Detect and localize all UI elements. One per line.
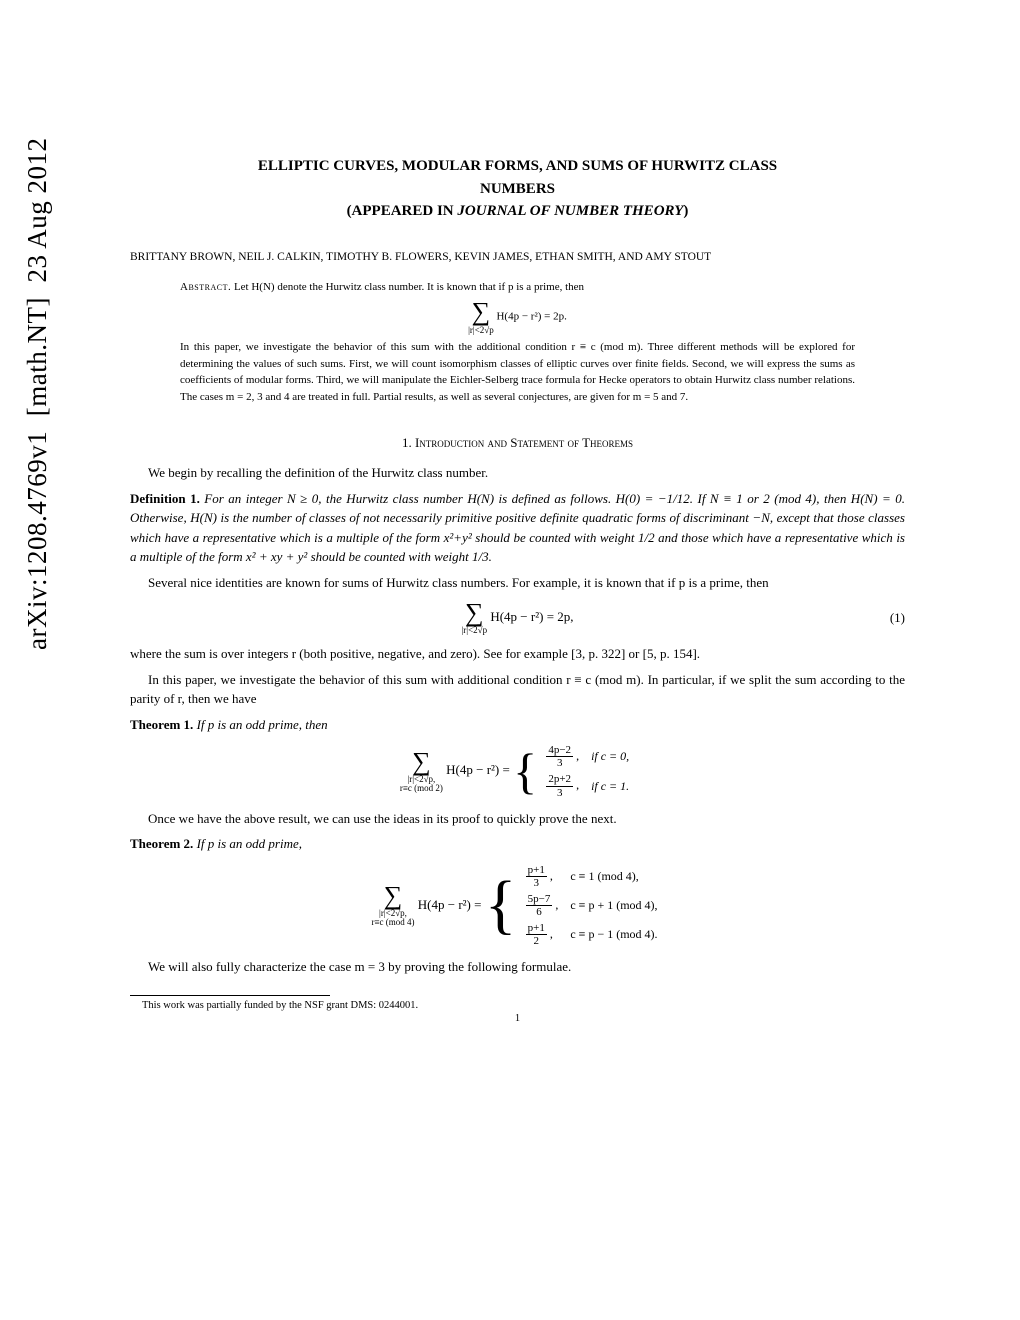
thm2-label: Theorem 2.: [130, 836, 193, 851]
thm1-body: If p is an odd prime, then: [193, 717, 327, 732]
para-investigate: In this paper, we investigate the behavi…: [130, 670, 905, 709]
para-identities: Several nice identities are known for su…: [130, 573, 905, 593]
title-line3: (APPEARED IN JOURNAL OF NUMBER THEORY): [130, 200, 905, 223]
equation-number: (1): [890, 610, 905, 626]
thm2-body: If p is an odd prime,: [193, 836, 302, 851]
section-heading: 1. Introduction and Statement of Theorem…: [130, 435, 905, 451]
theorem-2: Theorem 2. If p is an odd prime,: [130, 834, 905, 854]
footnote: This work was partially funded by the NS…: [130, 1000, 905, 1011]
theorem-1: Theorem 1. If p is an odd prime, then: [130, 715, 905, 735]
paper-title: ELLIPTIC CURVES, MODULAR FORMS, AND SUMS…: [130, 155, 905, 223]
theorem-2-equation: ∑ |r|<2√p, r≡c (mod 4) H(4p − r²) = { p+…: [130, 862, 905, 950]
footnote-rule: [130, 995, 330, 996]
paper-content: ELLIPTIC CURVES, MODULAR FORMS, AND SUMS…: [130, 155, 905, 1024]
arxiv-date: 23 Aug 2012: [22, 138, 52, 283]
para-sumrange: where the sum is over integers r (both p…: [130, 644, 905, 664]
title-line1: ELLIPTIC CURVES, MODULAR FORMS, AND SUMS…: [130, 155, 905, 178]
page-number: 1: [130, 1013, 905, 1024]
intro-para: We begin by recalling the definition of …: [130, 463, 905, 483]
arxiv-identifier: arXiv:1208.4769v1 [math.NT] 23 Aug 2012: [22, 138, 53, 650]
thm1-label: Theorem 1.: [130, 717, 193, 732]
abstract-label: Abstract.: [180, 281, 231, 293]
abstract-equation: ∑ |r|<2√p H(4p − r²) = 2p.: [180, 299, 855, 335]
def1-label: Definition 1.: [130, 491, 200, 506]
arxiv-id: arXiv:1208.4769v1: [22, 431, 52, 650]
paper-abstract: Abstract. Let H(N) denote the Hurwitz cl…: [180, 279, 855, 406]
def1-body: For an integer N ≥ 0, the Hurwitz class …: [130, 491, 905, 565]
para-once: Once we have the above result, we can us…: [130, 809, 905, 829]
abstract-text2: In this paper, we investigate the behavi…: [180, 341, 855, 403]
arxiv-category: [math.NT]: [22, 297, 52, 416]
paper-authors: BRITTANY BROWN, NEIL J. CALKIN, TIMOTHY …: [130, 251, 905, 263]
theorem-1-equation: ∑ |r|<2√p, r≡c (mod 2) H(4p − r²) = { 4p…: [130, 742, 905, 800]
title-line2: NUMBERS: [130, 178, 905, 201]
para-m3: We will also fully characterize the case…: [130, 957, 905, 977]
abstract-text1: Let H(N) denote the Hurwitz class number…: [231, 281, 584, 293]
equation-1: ∑ |r|<2√p H(4p − r²) = 2p, (1): [130, 600, 905, 636]
definition-1: Definition 1. For an integer N ≥ 0, the …: [130, 489, 905, 567]
